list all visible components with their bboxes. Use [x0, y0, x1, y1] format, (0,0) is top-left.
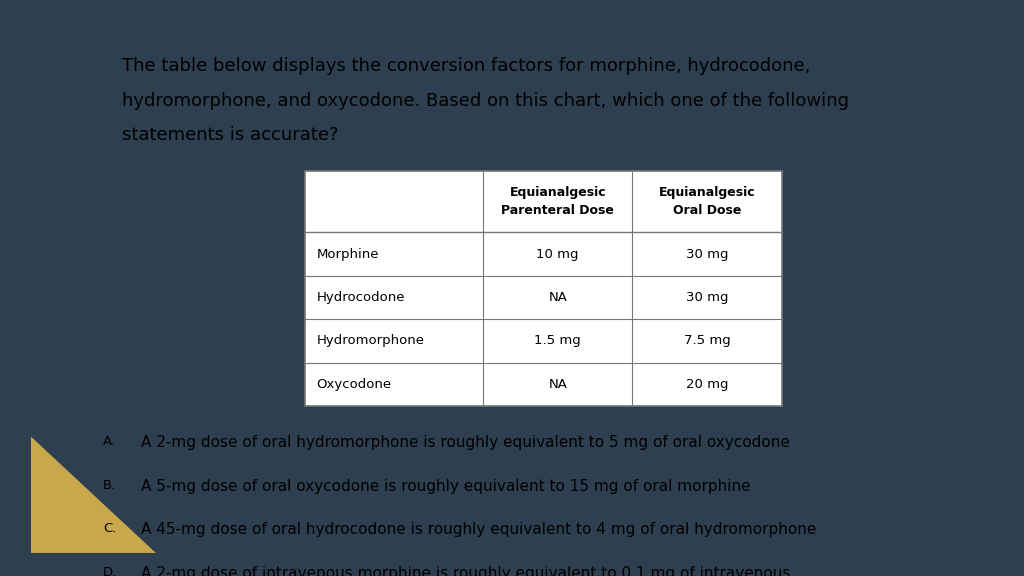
- Text: NA: NA: [548, 291, 567, 304]
- Text: Hydromorphone: Hydromorphone: [316, 335, 425, 347]
- Text: Hydrocodone: Hydrocodone: [316, 291, 406, 304]
- Bar: [305, 172, 781, 406]
- Text: D.: D.: [102, 566, 117, 576]
- Polygon shape: [906, 23, 993, 103]
- Text: A 45-mg dose of oral hydrocodone is roughly equivalent to 4 mg of oral hydromorp: A 45-mg dose of oral hydrocodone is roug…: [141, 522, 817, 537]
- Text: 7.5 mg: 7.5 mg: [684, 335, 730, 347]
- Text: hydromorphone, and oxycodone. Based on this chart, which one of the following: hydromorphone, and oxycodone. Based on t…: [122, 92, 849, 110]
- Polygon shape: [31, 437, 156, 553]
- Bar: [305, 172, 781, 406]
- Text: 10 mg: 10 mg: [537, 248, 579, 260]
- Text: Morphine: Morphine: [316, 248, 379, 260]
- Text: 1.5 mg: 1.5 mg: [535, 335, 581, 347]
- Text: A 5-mg dose of oral oxycodone is roughly equivalent to 15 mg of oral morphine: A 5-mg dose of oral oxycodone is roughly…: [141, 479, 751, 494]
- Text: statements is accurate?: statements is accurate?: [122, 126, 339, 145]
- Text: 30 mg: 30 mg: [686, 291, 728, 304]
- Text: The table below displays the conversion factors for morphine, hydrocodone,: The table below displays the conversion …: [122, 58, 811, 75]
- Text: Oxycodone: Oxycodone: [316, 378, 392, 391]
- Text: C.: C.: [102, 522, 117, 535]
- Text: A 2-mg dose of oral hydromorphone is roughly equivalent to 5 mg of oral oxycodon: A 2-mg dose of oral hydromorphone is rou…: [141, 435, 791, 450]
- Text: A 2-mg dose of intravenous morphine is roughly equivalent to 0.1 mg of intraveno: A 2-mg dose of intravenous morphine is r…: [141, 566, 791, 576]
- Text: Equianalgesic
Parenteral Dose: Equianalgesic Parenteral Dose: [502, 187, 614, 217]
- Text: Equianalgesic
Oral Dose: Equianalgesic Oral Dose: [658, 187, 756, 217]
- Text: NA: NA: [548, 378, 567, 391]
- Text: A.: A.: [102, 435, 116, 448]
- Text: 20 mg: 20 mg: [686, 378, 728, 391]
- Text: 30 mg: 30 mg: [686, 248, 728, 260]
- Text: B.: B.: [102, 479, 116, 492]
